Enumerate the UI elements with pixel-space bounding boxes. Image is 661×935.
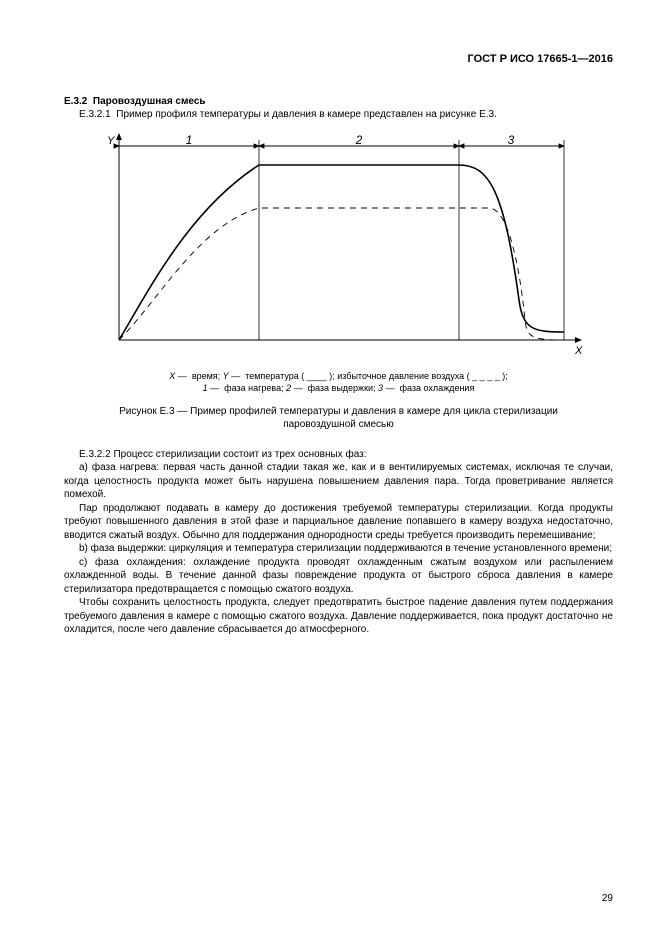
section-heading: Е.3.2 Паровоздушная смесь (64, 95, 613, 109)
region-label-3: 3 (507, 133, 514, 147)
body-text: Е.3.2.2 Процесс стерилизации состоит из … (64, 448, 613, 637)
region-label-2: 2 (354, 133, 362, 147)
legend-line-1: X — время; Y — температура ( ____ ); изб… (94, 370, 583, 382)
body-p2: a) фаза нагрева: первая часть данной ста… (64, 461, 613, 502)
body-p1: Е.3.2.2 Процесс стерилизации состоит из … (64, 448, 613, 462)
body-p3: Пар продолжают подавать в камеру до дост… (64, 502, 613, 543)
chart-svg: 1 2 3 Y X (89, 130, 589, 360)
region-label-1: 1 (185, 133, 192, 147)
page-number: 29 (602, 892, 613, 906)
temperature-curve (119, 165, 564, 340)
para-e321: Е.3.2.1 Пример профиля температуры и дав… (64, 108, 613, 122)
section-number: Е.3.2 (64, 96, 87, 107)
chart-legend: X — время; Y — температура ( ____ ); изб… (94, 370, 583, 394)
pressure-curve (119, 208, 564, 340)
y-axis-label: Y (107, 135, 115, 147)
body-p4: b) фаза выдержки: циркуляция и температу… (64, 542, 613, 556)
x-axis-label: X (574, 345, 583, 357)
legend-line-2: 1 — фаза нагрева; 2 — фаза выдержки; 3 —… (94, 382, 583, 394)
doc-code: ГОСТ Р ИСО 17665-1—2016 (64, 52, 613, 67)
figure-caption: Рисунок Е.3 — Пример профилей температур… (84, 405, 593, 432)
page: ГОСТ Р ИСО 17665-1—2016 Е.3.2 Паровоздуш… (0, 0, 661, 935)
para-num: Е.3.2.1 (79, 109, 111, 120)
body-p6: Чтобы сохранить целостность продукта, сл… (64, 596, 613, 637)
section-title-text: Паровоздушная смесь (93, 96, 206, 107)
chart-figure: 1 2 3 Y X (64, 130, 613, 365)
body-p5: c) фаза охлаждения: охлаждение продукта … (64, 556, 613, 597)
para-text: Пример профиля температуры и давления в … (116, 109, 497, 120)
